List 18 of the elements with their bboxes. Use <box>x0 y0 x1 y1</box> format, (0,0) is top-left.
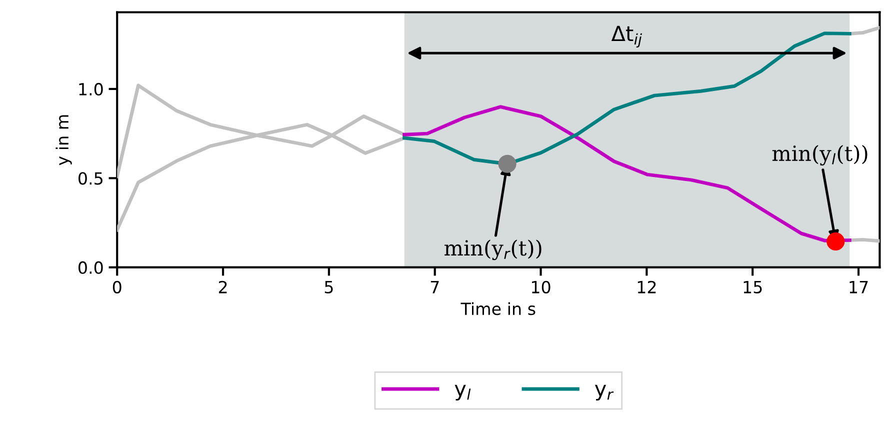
annotation: min(y$_{l}$(t)) <box>772 145 868 166</box>
x-tick-label: 12 <box>638 280 656 294</box>
legend-label: y$_{r}$ <box>594 384 614 401</box>
x-tick-label: 7 <box>430 281 439 294</box>
y-tick-label: 1.0 <box>79 82 103 96</box>
x-tick-label: 5 <box>324 281 333 294</box>
x-tick-label: 0 <box>112 280 122 294</box>
band-label: Δt$_{ij}$ <box>611 26 642 48</box>
x-axis-title: Time in s <box>460 302 536 316</box>
annotation: min(y$_{r}$(t)) <box>444 240 542 260</box>
x-tick-label: 17 <box>850 281 868 294</box>
y-tick-label: 0.0 <box>78 261 103 274</box>
x-tick-label: 2 <box>218 280 227 294</box>
x-tick-label: 15 <box>744 281 762 294</box>
legend-label: y$_{l}$ <box>454 384 471 401</box>
x-tick-label: 10 <box>532 280 550 294</box>
y-axis-title: y in m <box>56 115 72 166</box>
y-tick-label: 0.5 <box>78 172 102 185</box>
